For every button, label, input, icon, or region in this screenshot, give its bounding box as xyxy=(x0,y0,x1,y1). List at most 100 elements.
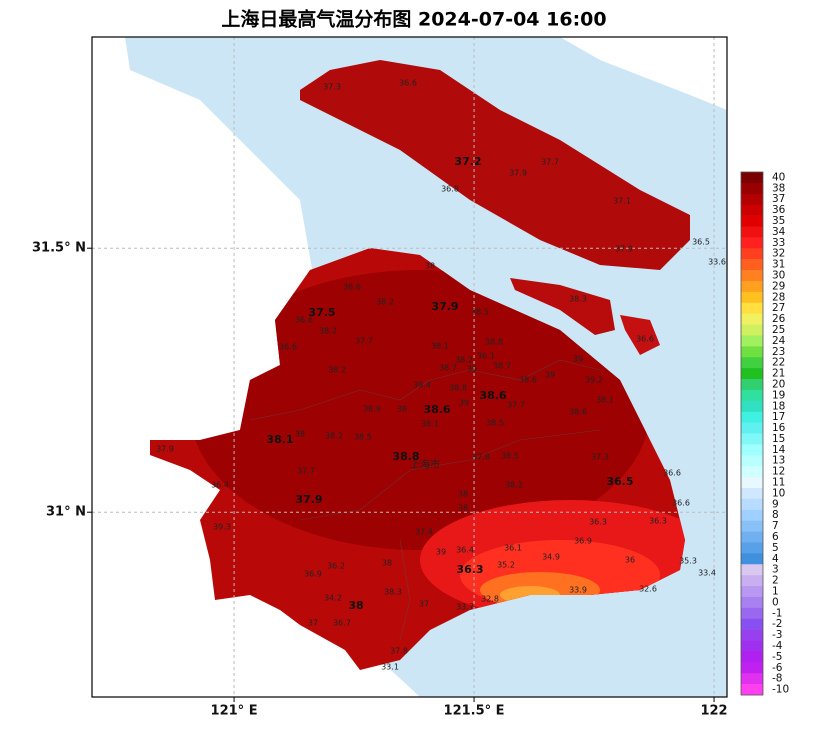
colorbar-cell xyxy=(741,466,763,478)
colorbar-cell xyxy=(741,618,763,630)
station-value: 38.2 xyxy=(455,356,473,365)
station-value: 36.4 xyxy=(456,546,474,555)
station-value: 37.8 xyxy=(390,647,408,656)
station-value: 38 xyxy=(458,504,468,513)
colorbar-label: 5 xyxy=(772,542,779,554)
colorbar-label: 30 xyxy=(772,270,785,282)
station-value: 39 xyxy=(467,365,477,374)
colorbar-cell xyxy=(741,596,763,609)
colorbar-cell xyxy=(741,324,763,336)
colorbar-label: 35 xyxy=(772,215,785,227)
colorbar-cell xyxy=(741,270,763,282)
colorbar-label: 22 xyxy=(772,357,785,369)
station-value: 36.9 xyxy=(574,537,592,546)
colorbar-cell xyxy=(741,172,763,184)
station-value: 36.3 xyxy=(649,517,667,526)
station-value: 37.3 xyxy=(323,83,341,92)
colorbar-cell xyxy=(741,335,763,347)
station-value: 36.6 xyxy=(663,469,681,478)
station-value: 36.3 xyxy=(589,518,607,527)
colorbar-cell xyxy=(741,455,763,467)
colorbar-cell xyxy=(741,553,763,565)
colorbar-label: 15 xyxy=(772,433,785,445)
station-value: 38.2 xyxy=(325,432,343,441)
station-value: 39 xyxy=(436,548,446,557)
colorbar-label: 27 xyxy=(772,302,785,314)
station-value: 37.9 xyxy=(509,169,527,178)
station-value: 38.8 xyxy=(392,450,419,463)
station-value: 37.4 xyxy=(415,528,433,537)
station-value: 37.5 xyxy=(308,306,335,319)
frame xyxy=(91,36,728,698)
station-value: 38 xyxy=(458,490,468,499)
colorbar-cell xyxy=(741,313,763,325)
station-value: 38.6 xyxy=(519,376,537,385)
colorbar-label: 8 xyxy=(772,509,779,521)
colorbar-label: 12 xyxy=(772,466,785,478)
land xyxy=(92,440,380,697)
station-value: 36.6 xyxy=(636,335,654,344)
station-value: 35.3 xyxy=(679,557,697,566)
colorbar-cell xyxy=(741,444,763,456)
colorbar-label: 4 xyxy=(772,553,779,565)
colorbar-cell xyxy=(741,509,763,521)
y-tick-label: 31.5° N xyxy=(32,241,86,256)
colorbar-cell xyxy=(741,586,763,598)
station-value: 32.6 xyxy=(639,585,657,594)
colorbar-cell xyxy=(741,564,763,576)
colorbar-cell xyxy=(741,291,763,304)
colorbar-cell xyxy=(741,542,763,554)
station-value: 37 xyxy=(308,619,318,628)
colorbar-label: 32 xyxy=(772,248,785,260)
station-value: 38 xyxy=(425,262,435,271)
colorbar-label: -3 xyxy=(772,629,782,641)
colorbar-label: 23 xyxy=(772,346,785,358)
x-tick-label: 122 xyxy=(700,704,727,719)
station-value: 37.3 xyxy=(591,453,609,462)
colorbar-label: 16 xyxy=(772,422,786,434)
colorbar-cell xyxy=(741,400,763,413)
station-value: 39.2 xyxy=(585,376,603,385)
station-value: 38 xyxy=(348,599,363,612)
x-tick-label: 121° E xyxy=(211,704,258,719)
colorbar-cell xyxy=(741,520,763,532)
colorbar-label: 34 xyxy=(772,226,786,238)
colorbar-label: 28 xyxy=(772,291,785,303)
station-value: 38.2 xyxy=(505,481,523,490)
station-value: 36.6 xyxy=(279,343,297,352)
colorbar-cell xyxy=(741,280,763,293)
colorbar-label: 3 xyxy=(772,564,779,576)
station-value: 37.9 xyxy=(431,300,458,313)
changxing xyxy=(510,278,615,335)
colorbar-label: 25 xyxy=(772,324,785,336)
colorbar-cell xyxy=(741,487,763,500)
station-value: 37.7 xyxy=(541,158,559,167)
colorbar-label: 14 xyxy=(772,444,786,456)
station-value: 38.7 xyxy=(493,362,511,371)
chongming xyxy=(300,60,690,270)
colorbar-cell xyxy=(741,379,763,391)
station-value: 38.6 xyxy=(423,403,450,416)
colorbar-label: 10 xyxy=(772,487,785,499)
station-value: 38.2 xyxy=(328,366,346,375)
station-value: 38.1 xyxy=(596,396,614,405)
colorbar-cell xyxy=(741,368,763,380)
x-tick-label: 121.5° E xyxy=(444,704,505,719)
station-value: 39 xyxy=(459,399,469,408)
station-value: 38.9 xyxy=(363,405,381,414)
colorbar-cell xyxy=(741,346,763,358)
station-value: 38.5 xyxy=(354,433,372,442)
colorbar-label: 36 xyxy=(772,204,786,216)
station-value: 38 xyxy=(382,559,392,568)
station-value: 36.9 xyxy=(304,570,322,579)
station-value: 39 xyxy=(545,371,555,380)
colorbar-cell xyxy=(741,248,763,260)
colorbar-cell xyxy=(741,215,763,227)
station-value: 38.2 xyxy=(376,298,394,307)
colorbar-cell xyxy=(741,259,763,271)
station-value: 37.9 xyxy=(295,493,322,506)
station-value: 38.2 xyxy=(319,327,337,336)
colorbar-label: -2 xyxy=(772,618,782,630)
land xyxy=(560,37,727,110)
